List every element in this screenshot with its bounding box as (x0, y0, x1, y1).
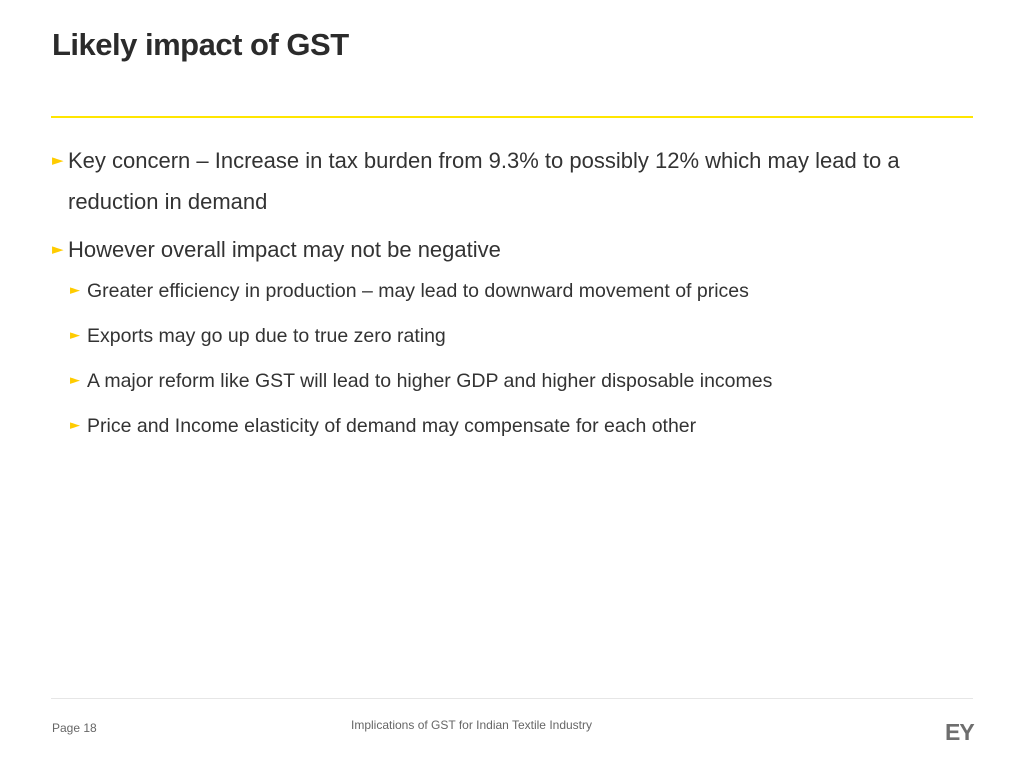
sub-bullet-item: ► Price and Income elasticity of demand … (52, 412, 952, 440)
sub-bullet-item: ► A major reform like GST will lead to h… (52, 367, 952, 395)
slide-title: Likely impact of GST (52, 27, 349, 62)
bullet-text: Exports may go up due to true zero ratin… (87, 325, 446, 347)
ey-logo: EY (945, 719, 975, 745)
page-number: Page 18 (52, 721, 97, 735)
bullet-arrow-icon: ► (70, 373, 80, 388)
bullet-arrow-icon: ► (70, 418, 80, 433)
bullet-text: Greater efficiency in production – may l… (87, 280, 749, 302)
bullet-arrow-icon: ► (70, 283, 80, 298)
footer-title: Implications of GST for Indian Textile I… (351, 718, 593, 732)
sub-bullet-item: ► Exports may go up due to true zero rat… (52, 322, 952, 350)
bullet-item: ► Key concern – Increase in tax burden f… (52, 140, 952, 222)
title-divider (51, 116, 973, 118)
bullet-arrow-icon: ► (52, 240, 64, 258)
bullet-list: ► Key concern – Increase in tax burden f… (52, 140, 952, 457)
bullet-text: A major reform like GST will lead to hig… (87, 370, 773, 392)
footer-divider (51, 698, 973, 699)
bullet-arrow-icon: ► (52, 151, 64, 169)
bullet-item: ► However overall impact may not be nega… (52, 229, 952, 270)
bullet-text: Key concern – Increase in tax burden fro… (68, 148, 900, 214)
bullet-arrow-icon: ► (70, 328, 80, 343)
bullet-text: However overall impact may not be negati… (68, 237, 501, 262)
bullet-text: Price and Income elasticity of demand ma… (87, 415, 697, 437)
sub-bullet-item: ► Greater efficiency in production – may… (52, 277, 952, 305)
